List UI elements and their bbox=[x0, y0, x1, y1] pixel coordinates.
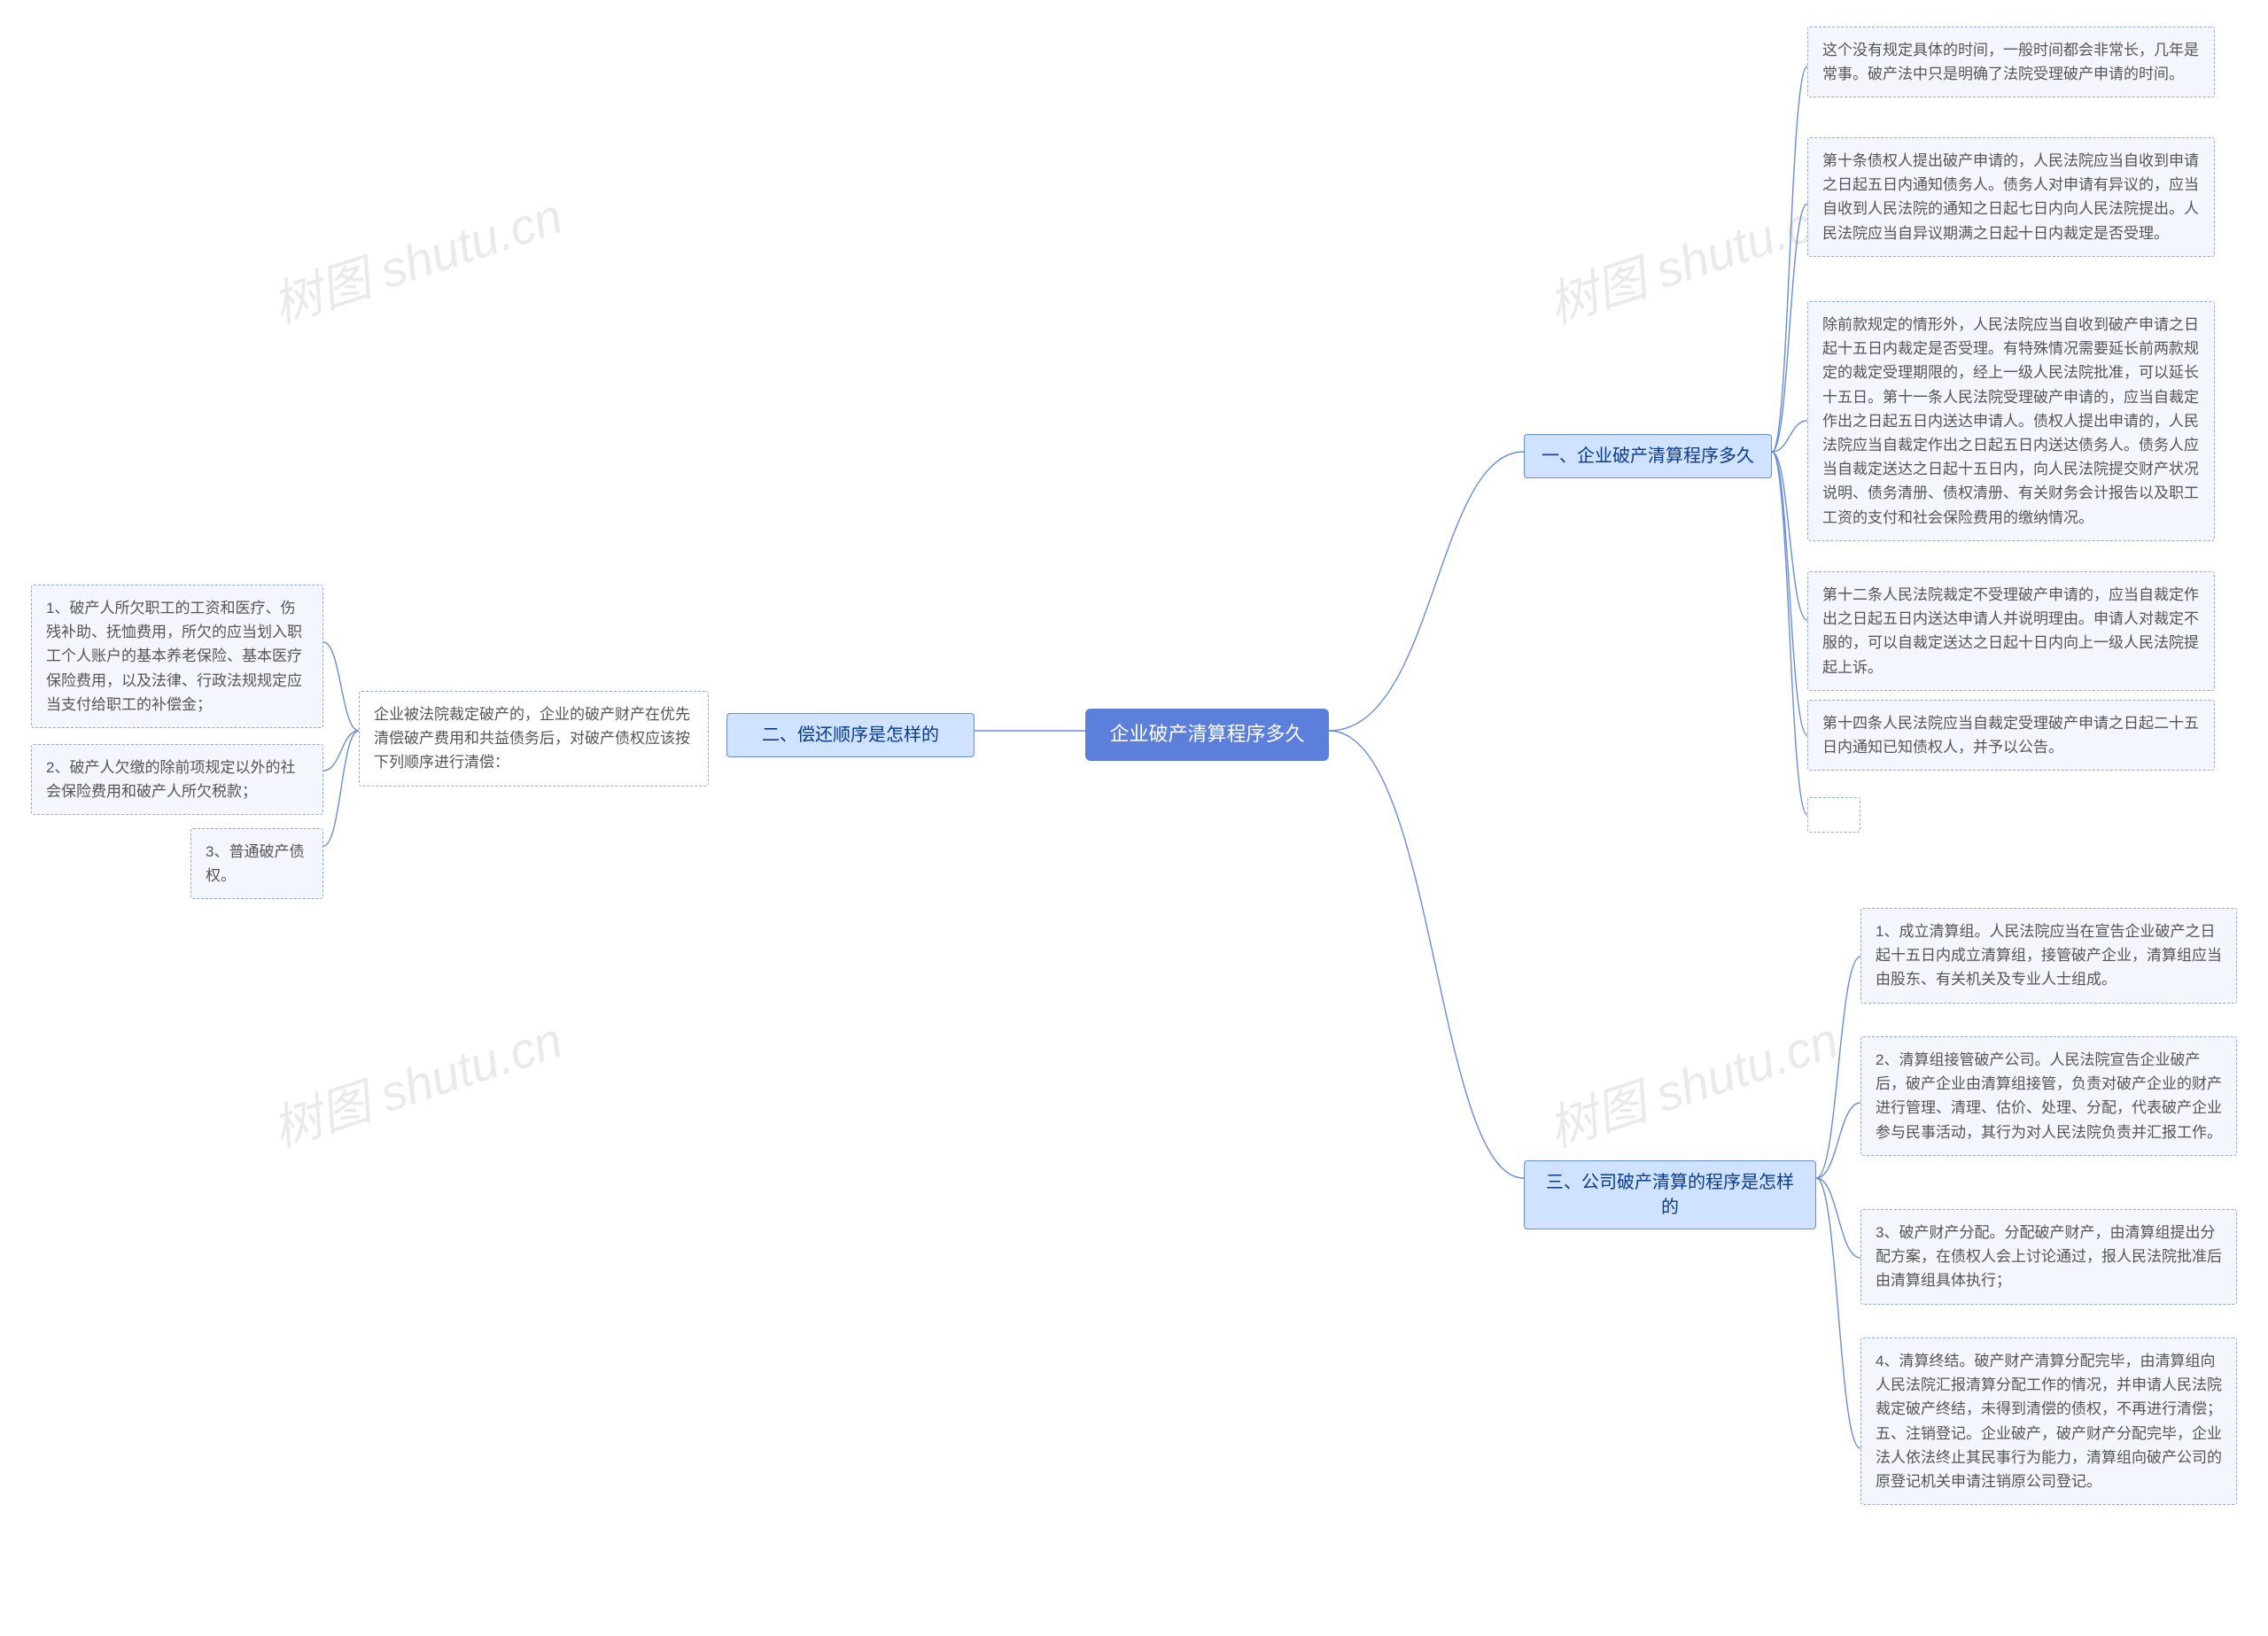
s2-leaf-2: 2、破产人欠缴的除前项规定以外的社会保险费用和破产人所欠税款； bbox=[31, 744, 323, 815]
s1-leaf-3-text: 除前款规定的情形外，人民法院应当自收到破产申请之日起十五日内裁定是否受理。有特殊… bbox=[1822, 313, 2200, 530]
s2-intro-text: 企业被法院裁定破产的，企业的破产财产在优先清偿破产费用和共益债务后，对破产债权应… bbox=[374, 702, 694, 775]
watermark: 树图 shutu.cn bbox=[262, 177, 571, 338]
branch-2: 二、偿还顺序是怎样的 bbox=[726, 713, 975, 757]
s1-leaf-1: 这个没有规定具体的时间，一般时间都会非常长，几年是常事。破产法中只是明确了法院受… bbox=[1807, 27, 2215, 97]
s2-leaf-3-text: 3、普通破产债权。 bbox=[206, 840, 308, 888]
s3-leaf-2-text: 2、清算组接管破产公司。人民法院宣告企业破产后，破产企业由清算组接管，负责对破产… bbox=[1876, 1048, 2222, 1144]
branch-1: 一、企业破产清算程序多久 bbox=[1524, 434, 1772, 478]
watermark: 树图 shutu.cn bbox=[262, 1001, 571, 1162]
s3-leaf-4: 4、清算终结。破产财产清算分配完毕，由清算组向人民法院汇报清算分配工作的情况，并… bbox=[1860, 1337, 2237, 1505]
s2-leaf-3: 3、普通破产债权。 bbox=[190, 828, 323, 899]
branch-2-label: 二、偿还顺序是怎样的 bbox=[762, 723, 939, 748]
s1-leaf-4: 第十二条人民法院裁定不受理破产申请的，应当自裁定作出之日起五日内送达申请人并说明… bbox=[1807, 571, 2215, 691]
s2-leaf-1: 1、破产人所欠职工的工资和医疗、伤残补助、抚恤费用，所欠的应当划入职工个人账户的… bbox=[31, 585, 323, 728]
s2-leaf-2-text: 2、破产人欠缴的除前项规定以外的社会保险费用和破产人所欠税款； bbox=[46, 756, 308, 803]
branch-1-label: 一、企业破产清算程序多久 bbox=[1542, 444, 1754, 469]
s3-leaf-1-text: 1、成立清算组。人民法院应当在宣告企业破产之日起十五日内成立清算组，接管破产企业… bbox=[1876, 919, 2222, 992]
watermark: 树图 shutu.cn bbox=[1538, 1001, 1846, 1162]
root-node: 企业破产清算程序多久 bbox=[1085, 709, 1329, 761]
s3-leaf-2: 2、清算组接管破产公司。人民法院宣告企业破产后，破产企业由清算组接管，负责对破产… bbox=[1860, 1036, 2237, 1156]
s1-leaf-4-text: 第十二条人民法院裁定不受理破产申请的，应当自裁定作出之日起五日内送达申请人并说明… bbox=[1822, 583, 2200, 679]
s1-leaf-2: 第十条债权人提出破产申请的，人民法院应当自收到申请之日起五日内通知债务人。债务人… bbox=[1807, 137, 2215, 257]
s1-empty-node bbox=[1807, 797, 1860, 833]
root-label: 企业破产清算程序多久 bbox=[1109, 721, 1304, 748]
s3-leaf-3: 3、破产财产分配。分配破产财产，由清算组提出分配方案，在债权人会上讨论通过，报人… bbox=[1860, 1209, 2237, 1305]
s1-leaf-5: 第十四条人民法院应当自裁定受理破产申请之日起二十五日内通知已知债权人，并予以公告… bbox=[1807, 700, 2215, 771]
s2-intro: 企业被法院裁定破产的，企业的破产财产在优先清偿破产费用和共益债务后，对破产债权应… bbox=[359, 691, 709, 787]
watermark: 树图 shutu.cn bbox=[1538, 177, 1846, 338]
branch-3-label: 三、公司破产清算的程序是怎样的 bbox=[1541, 1170, 1799, 1220]
s1-leaf-5-text: 第十四条人民法院应当自裁定受理破产申请之日起二十五日内通知已知债权人，并予以公告… bbox=[1822, 711, 2200, 759]
s1-leaf-2-text: 第十条债权人提出破产申请的，人民法院应当自收到申请之日起五日内通知债务人。债务人… bbox=[1822, 149, 2200, 245]
s3-leaf-3-text: 3、破产财产分配。分配破产财产，由清算组提出分配方案，在债权人会上讨论通过，报人… bbox=[1876, 1221, 2222, 1293]
s1-leaf-3: 除前款规定的情形外，人民法院应当自收到破产申请之日起十五日内裁定是否受理。有特殊… bbox=[1807, 301, 2215, 541]
s3-leaf-1: 1、成立清算组。人民法院应当在宣告企业破产之日起十五日内成立清算组，接管破产企业… bbox=[1860, 908, 2237, 1004]
branch-3: 三、公司破产清算的程序是怎样的 bbox=[1524, 1160, 1816, 1229]
s2-leaf-1-text: 1、破产人所欠职工的工资和医疗、伤残补助、抚恤费用，所欠的应当划入职工个人账户的… bbox=[46, 596, 308, 717]
s3-leaf-4-text: 4、清算终结。破产财产清算分配完毕，由清算组向人民法院汇报清算分配工作的情况，并… bbox=[1876, 1349, 2222, 1493]
s1-leaf-1-text: 这个没有规定具体的时间，一般时间都会非常长，几年是常事。破产法中只是明确了法院受… bbox=[1822, 38, 2200, 86]
